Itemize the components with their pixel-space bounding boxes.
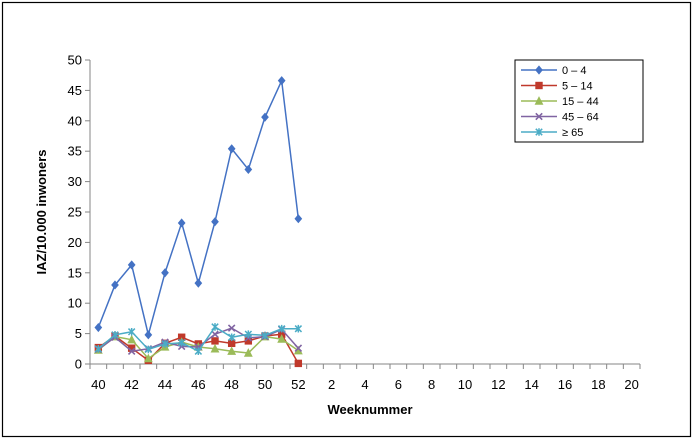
data-point (294, 324, 303, 333)
data-point (261, 331, 269, 340)
data-point (111, 331, 119, 339)
x-tick-label: 10 (458, 377, 472, 392)
data-point (127, 347, 136, 355)
x-tick-label: 48 (224, 377, 238, 392)
x-axis-title: Weeknummer (327, 402, 412, 417)
x-tick-label: 44 (158, 377, 172, 392)
legend: 0 – 4 5 – 14 15 – 44 45 – 64 ≥ 65 (514, 59, 644, 143)
data-point (177, 338, 186, 347)
data-point (211, 330, 219, 338)
legend-swatch-marker (535, 81, 543, 90)
legend-label: 15 – 44 (562, 96, 599, 108)
data-point (277, 324, 286, 333)
data-point (210, 343, 220, 353)
x-tick-label: 42 (124, 377, 138, 392)
legend-entry: 0 – 4 (521, 65, 586, 77)
y-tick-labels: 0 5 10 15 20 25 30 35 40 45 50 (68, 53, 82, 372)
data-point (294, 359, 303, 368)
data-point (261, 112, 269, 122)
data-point (211, 323, 219, 331)
data-point (211, 217, 219, 227)
data-point (111, 280, 119, 290)
y-tick-label: 40 (68, 113, 82, 128)
data-point (294, 344, 303, 352)
data-point (227, 333, 236, 342)
y-tick-label: 15 (68, 265, 82, 280)
legend-label: 45 – 64 (562, 112, 599, 124)
data-point (227, 324, 236, 332)
x-tick-label: 52 (291, 377, 305, 392)
y-tick-label: 30 (68, 174, 82, 189)
data-point (161, 340, 169, 348)
data-point (127, 260, 136, 270)
data-point (277, 334, 287, 343)
legend-label: ≥ 65 (562, 127, 583, 139)
x-tick-label: 46 (191, 377, 205, 392)
data-point (127, 334, 137, 344)
x-tick-label: 20 (624, 377, 638, 392)
data-point (127, 327, 136, 336)
x-tick-label: 4 (361, 377, 368, 392)
data-point (227, 144, 236, 154)
legend-swatch-marker (535, 112, 543, 121)
x-tick-label: 8 (428, 377, 435, 392)
legend-swatch-marker (535, 128, 543, 136)
data-point (177, 218, 186, 228)
data-point (227, 346, 237, 355)
legend-entry: 15 – 44 (521, 96, 599, 108)
data-point (94, 345, 103, 353)
y-tick-label: 5 (75, 326, 82, 341)
y-tick-label: 0 (75, 357, 82, 372)
x-tick-label: 12 (491, 377, 505, 392)
data-point (244, 330, 253, 339)
y-tick-label: 25 (68, 205, 82, 220)
x-tick-label: 2 (328, 377, 335, 392)
legend-label: 5 – 14 (562, 81, 593, 93)
data-point (244, 164, 253, 175)
data-point (294, 214, 303, 224)
x-tick-label: 18 (591, 377, 605, 392)
x-tick-label: 50 (258, 377, 272, 392)
legend-entry: 45 – 64 (521, 112, 599, 124)
data-point (94, 322, 103, 333)
series-0 (94, 76, 303, 340)
data-point (243, 348, 253, 357)
x-tick-labels: 40 42 44 46 48 50 52 2 4 6 8 10 12 14 16 18 20 (91, 377, 639, 392)
y-tick-label: 50 (68, 53, 82, 68)
series-4 (94, 323, 303, 356)
data-point (227, 339, 236, 348)
x-tick-label: 14 (524, 377, 538, 392)
data-point (143, 353, 153, 363)
y-tick-label: 20 (68, 235, 82, 250)
y-tick-label: 45 (68, 83, 82, 98)
series-group (93, 76, 303, 368)
data-point (277, 76, 286, 86)
y-tick-label: 10 (68, 296, 82, 311)
legend-label: 0 – 4 (562, 65, 586, 77)
y-tick-label: 35 (68, 144, 82, 159)
data-point (194, 278, 203, 288)
axes (85, 59, 641, 369)
data-point (161, 268, 169, 278)
x-tick-label: 40 (91, 377, 105, 392)
legend-entry: 5 – 14 (521, 81, 593, 93)
data-point (211, 337, 219, 345)
legend-entry: ≥ 65 (521, 127, 583, 139)
legend-swatch-marker (534, 96, 544, 105)
data-point (194, 347, 203, 356)
legend-swatch-marker (535, 65, 543, 75)
x-tick-label: 16 (558, 377, 572, 392)
data-point (144, 345, 153, 354)
x-tick-label: 6 (395, 377, 402, 392)
y-axis-title: IAZ/10.000 inwoners (34, 150, 49, 275)
data-point (144, 330, 153, 340)
